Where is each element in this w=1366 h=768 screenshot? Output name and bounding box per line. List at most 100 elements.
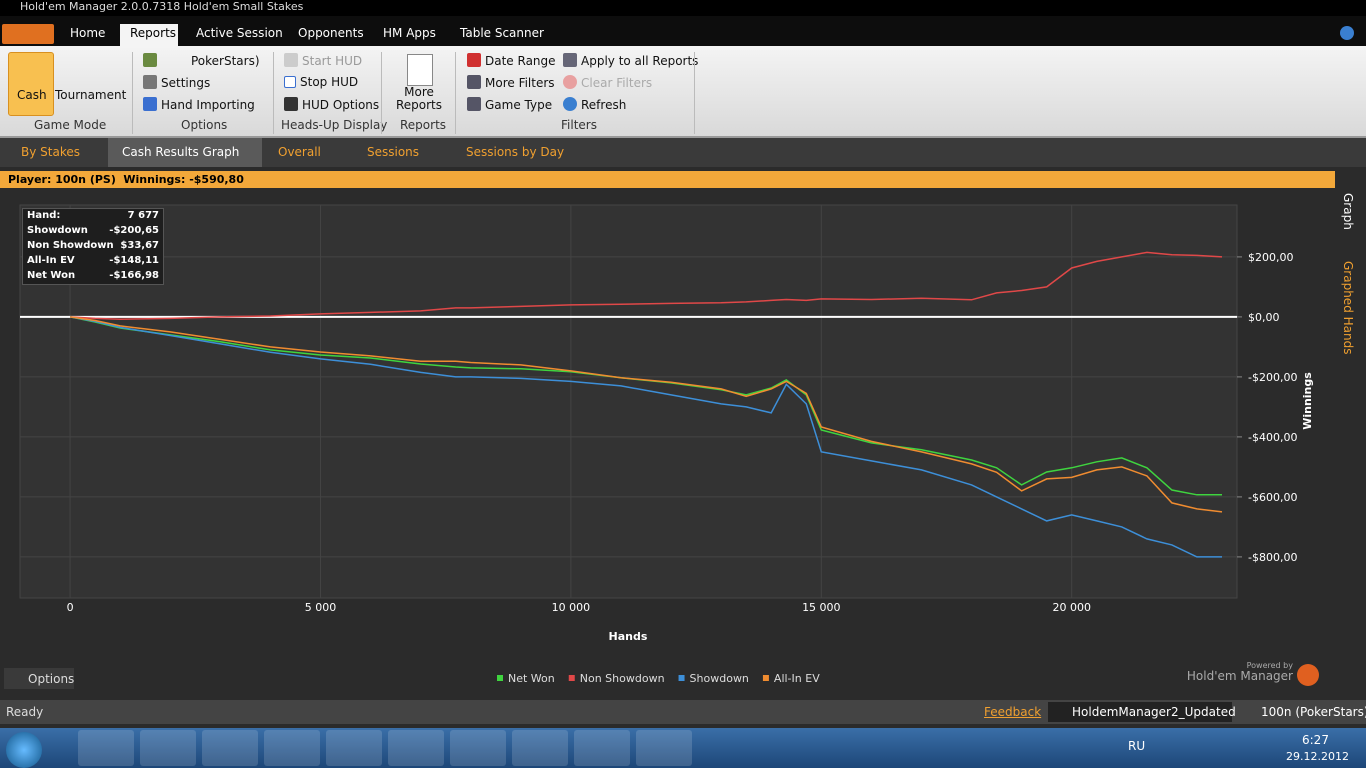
taskbar-app[interactable] — [512, 730, 568, 766]
taskbar-app[interactable] — [78, 730, 134, 766]
start-button[interactable] — [6, 732, 42, 768]
legend-swatch — [678, 675, 685, 681]
legend-label: Net Won — [508, 672, 555, 685]
options-button[interactable]: Options — [28, 672, 74, 686]
separator — [694, 52, 695, 134]
tab[interactable]: Overall — [278, 145, 321, 159]
menu-item[interactable]: HM Apps — [383, 26, 436, 40]
taskbar-app[interactable] — [636, 730, 692, 766]
y-tick-label: -$200,00 — [1248, 371, 1297, 384]
ribbon-button[interactable]: HUD Options — [302, 98, 380, 112]
x-tick-label: 5 000 — [305, 601, 337, 614]
cash-selected — [8, 52, 54, 116]
stats-box: Hand: 7 677 Showdown -$200,65 Non Showdown $3… — [22, 208, 164, 285]
menu-item[interactable]: Active Session — [196, 26, 283, 40]
ribbon-button[interactable]: PokerStars) — [191, 54, 260, 68]
menu-item[interactable]: Reports — [130, 26, 177, 40]
tab[interactable]: Cash Results Graph — [108, 138, 262, 167]
clock-time: 6:27 — [1302, 733, 1329, 747]
x-tick-label: 20 000 — [1052, 601, 1091, 614]
task[interactable]: HoldemManager2_Updated — [1048, 702, 1236, 722]
separator — [381, 52, 382, 134]
menu-item[interactable]: Table Scanner — [460, 26, 544, 40]
stats-row: Showdown -$200,65 — [23, 224, 163, 239]
chart: Hands Winnings Net Won Non Showdown Showdo… — [0, 188, 1335, 692]
stat-value: -$200,65 — [109, 225, 159, 236]
stat-label: All-In EV — [27, 255, 75, 266]
document-tabs: By Stakes Cash Results Graph Overall Ses… — [0, 138, 1366, 167]
separator — [273, 52, 274, 134]
ribbon-button[interactable]: Start HUD — [302, 54, 363, 68]
ribbon-button[interactable]: Settings — [161, 76, 211, 90]
y-axis-title: Winnings — [1301, 372, 1314, 430]
stat-label: Net Won — [27, 270, 76, 281]
status-text: Ready — [6, 705, 44, 719]
series-line — [69, 316, 1222, 558]
plot-area — [19, 204, 1238, 599]
taskbar-app[interactable] — [574, 730, 630, 766]
separator — [455, 52, 456, 134]
ribbon-button[interactable]: Game Type — [485, 98, 553, 112]
active-menu-bg — [120, 24, 178, 46]
tab[interactable]: Sessions — [367, 145, 420, 159]
series-line — [69, 316, 1223, 513]
ribbon-button[interactable]: Cash — [17, 88, 47, 102]
legend-swatch — [762, 675, 769, 681]
options-button-bg[interactable] — [4, 668, 74, 689]
tab[interactable]: By Stakes — [21, 145, 80, 159]
ribbon-button[interactable]: Refresh — [581, 98, 627, 112]
stat-label: Hand: — [27, 210, 61, 221]
feedback-link[interactable]: Feedback — [984, 705, 1042, 719]
ribbon-button[interactable]: Stop HUD — [300, 75, 359, 89]
legend: Net Won Non Showdown Showdown All-In EV — [497, 672, 820, 685]
stats-row: Net Won -$166,98 — [23, 269, 163, 284]
ribbon-button[interactable]: More Reports — [395, 85, 443, 112]
reports-icon — [407, 54, 433, 86]
y-tick-label: -$800,00 — [1248, 551, 1297, 564]
menu-item[interactable]: Opponents — [298, 26, 364, 40]
ribbon-button[interactable]: Date Range — [485, 54, 556, 68]
y-tick-label: -$400,00 — [1248, 431, 1297, 444]
ribbon-button[interactable]: Clear Filters — [581, 76, 653, 90]
taskbar-app[interactable] — [450, 730, 506, 766]
taskbar-app[interactable] — [202, 730, 258, 766]
title-bar: Hold'em Manager 2.0.0.7318 Hold'em Small… — [0, 0, 1366, 16]
taskbar-app[interactable] — [388, 730, 444, 766]
side-tabs: Graph Graphed Hands — [1335, 171, 1366, 691]
ribbon-button[interactable]: More Filters — [485, 76, 555, 90]
group-title: Filters — [561, 118, 597, 132]
stat-value: -$148,11 — [109, 255, 159, 266]
ribbon-button[interactable]: Apply to all Reports — [581, 54, 699, 68]
legend-label: All-In EV — [774, 672, 820, 685]
ribbon-button[interactable]: Hand Importing — [161, 98, 255, 112]
player: Player: 100n (PS) — [8, 173, 116, 186]
legend-label: Non Showdown — [580, 672, 665, 685]
menu-bar: Home Reports Active Session Opponents HM… — [0, 16, 1366, 46]
y-tick-label: $200,00 — [1248, 251, 1294, 264]
powered-by: Powered by — [1247, 661, 1294, 670]
user: 100n (PokerStars) — [1261, 705, 1366, 719]
menu-item[interactable]: Home — [70, 26, 106, 40]
language[interactable]: RU — [1128, 739, 1146, 753]
stat-label: Showdown — [27, 225, 88, 236]
ribbon-button[interactable]: Tournament — [55, 88, 127, 102]
taskbar-app[interactable] — [140, 730, 196, 766]
stats-row: Non Showdown $33,67 — [23, 239, 163, 254]
status-bar: Ready Feedback HoldemManager2_Updated 10… — [0, 700, 1366, 724]
clock-date: 29.12.2012 — [1286, 750, 1349, 763]
app-button[interactable] — [2, 24, 54, 44]
help-icon[interactable] — [1340, 26, 1354, 40]
group-title: Heads-Up Display — [281, 118, 388, 132]
side-tab[interactable]: Graph — [1341, 193, 1355, 230]
taskbar-app[interactable] — [326, 730, 382, 766]
y-tick-label: -$600,00 — [1248, 491, 1297, 504]
side-tab[interactable]: Graphed Hands — [1341, 261, 1355, 355]
brand-logo — [1297, 664, 1319, 686]
series-line — [69, 316, 1222, 496]
legend-swatch — [568, 675, 575, 681]
winnings: Winnings: -$590,80 — [123, 173, 244, 186]
tab[interactable]: Sessions by Day — [466, 145, 565, 159]
taskbar-app[interactable] — [264, 730, 320, 766]
group-title: Reports — [400, 118, 447, 132]
group-title: Game Mode — [34, 118, 107, 132]
